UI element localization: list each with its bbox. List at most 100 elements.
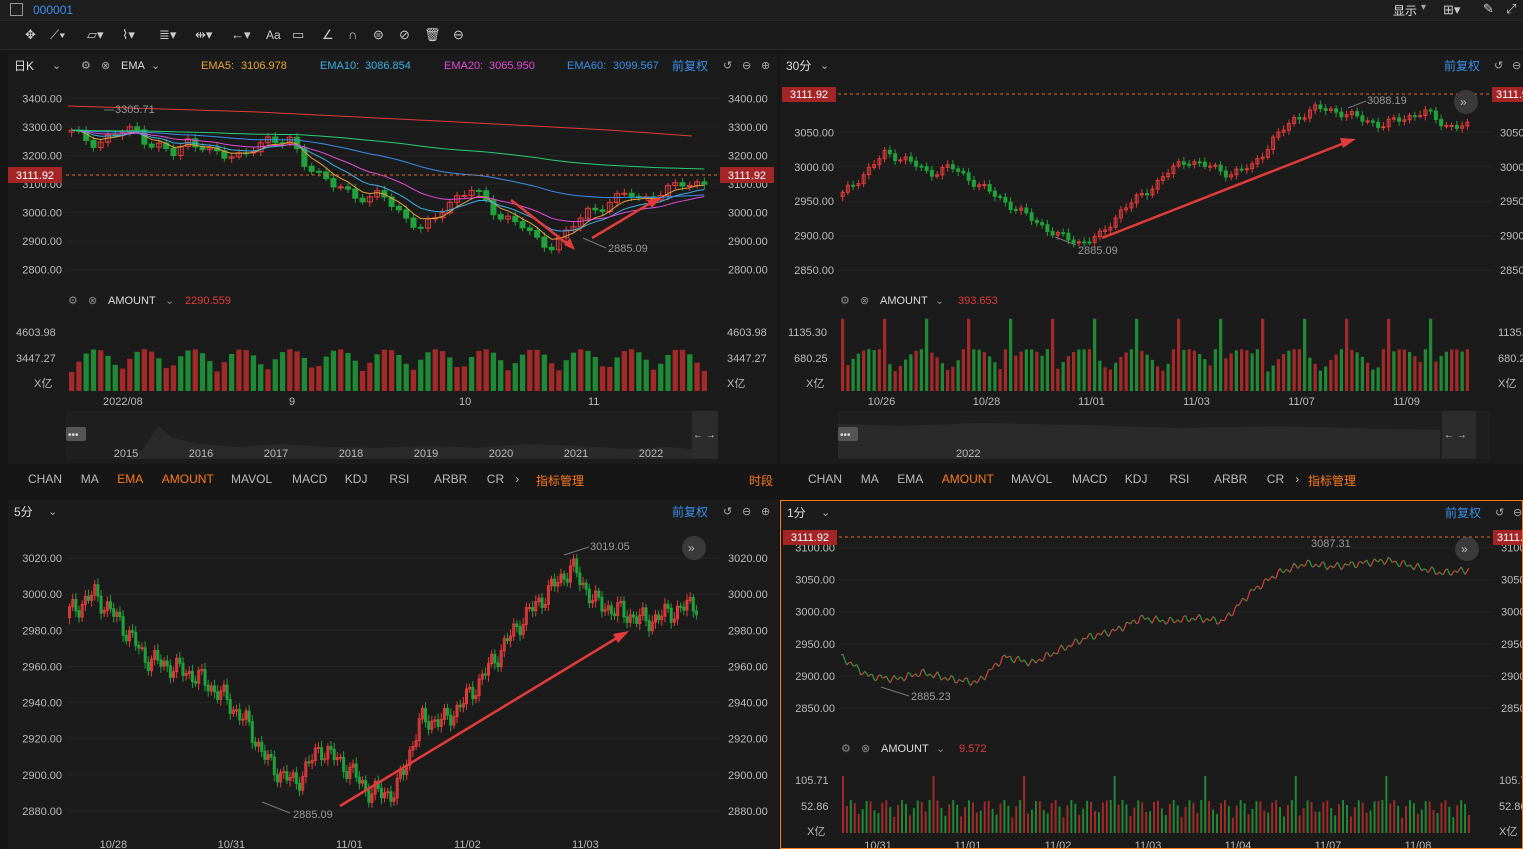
arrow-tool-icon[interactable]: ←▾ bbox=[231, 27, 251, 42]
minus-icon[interactable]: ⊖ bbox=[742, 506, 752, 518]
undo-icon[interactable]: ↺ bbox=[1494, 60, 1504, 72]
chevron-down-icon[interactable]: ⌄ bbox=[48, 506, 58, 518]
adjust-button[interactable]: 前复权 bbox=[672, 505, 709, 519]
tab-macd[interactable]: MACD bbox=[1072, 472, 1108, 486]
tab-kdj[interactable]: KDJ bbox=[1124, 472, 1148, 486]
high-label: 3087.31 bbox=[1311, 538, 1351, 550]
text-tool-icon[interactable]: Aa bbox=[266, 28, 281, 42]
candle bbox=[408, 749, 412, 767]
candle bbox=[679, 605, 683, 608]
tab-kdj[interactable]: KDJ bbox=[344, 472, 368, 486]
magnet-icon[interactable]: ∩ bbox=[348, 27, 358, 42]
tab-chan[interactable]: CHAN bbox=[808, 472, 843, 486]
line-tool-icon[interactable]: ⟋▾ bbox=[50, 27, 66, 42]
tab-rsi[interactable]: RSI bbox=[389, 472, 410, 486]
stock-code[interactable]: 000001 bbox=[33, 3, 74, 17]
undo-icon[interactable]: ↺ bbox=[723, 506, 733, 518]
channel-tool-icon[interactable]: ▱▾ bbox=[87, 27, 104, 42]
tab-ma[interactable]: MA bbox=[80, 472, 99, 486]
comment-icon[interactable]: ▭ bbox=[292, 27, 305, 42]
tab-macd[interactable]: MACD bbox=[292, 472, 328, 486]
chevron-down-icon[interactable]: ⌄ bbox=[821, 507, 831, 519]
tab-arbr[interactable]: ARBR bbox=[1214, 472, 1248, 486]
tab-amount[interactable]: AMOUNT bbox=[161, 472, 214, 486]
tab-manage-right[interactable]: 指标管理 bbox=[1308, 474, 1357, 488]
undo-icon[interactable]: ↺ bbox=[1495, 507, 1505, 519]
tab-amount[interactable]: AMOUNT bbox=[941, 472, 994, 486]
plus-icon[interactable]: ⊕ bbox=[761, 60, 771, 72]
wave-tool-icon[interactable]: ⌇▾ bbox=[122, 27, 135, 42]
layout-grid-icon[interactable]: ⊞▾ bbox=[1443, 2, 1461, 17]
settings-icon[interactable]: ⚙ bbox=[81, 60, 91, 72]
tab-chan[interactable]: CHAN bbox=[28, 472, 63, 486]
pencil-icon[interactable]: ✎ bbox=[1483, 1, 1494, 16]
minus-icon[interactable]: ⊖ bbox=[1513, 507, 1523, 519]
chevron-down-icon[interactable]: ⌄ bbox=[820, 60, 830, 72]
price-segment bbox=[1181, 616, 1185, 623]
volume-bar bbox=[845, 805, 848, 833]
period-selector[interactable]: 1分 bbox=[787, 506, 806, 520]
expand-icon-glyph: » bbox=[1460, 95, 1467, 109]
measure-tool-icon[interactable]: ⇹▾ bbox=[195, 27, 213, 42]
tab-mavol[interactable]: MAVOL bbox=[1011, 472, 1053, 486]
y-tick-label: 2900.00 bbox=[22, 236, 62, 248]
tab-rsi[interactable]: RSI bbox=[1169, 472, 1190, 486]
price-segment bbox=[1464, 571, 1468, 575]
undo-icon[interactable]: ↺ bbox=[723, 60, 733, 72]
min30-candles-svg[interactable]: 3050.00 3050.00 3000.00 3000.00 2950.00 2950.… bbox=[780, 54, 1523, 464]
tab-manage-left[interactable]: 指标管理 bbox=[536, 474, 585, 488]
tab-ema[interactable]: EMA bbox=[897, 472, 924, 486]
volume-bar bbox=[1360, 356, 1364, 391]
tab-arbr[interactable]: ARBR bbox=[434, 472, 468, 486]
candle bbox=[102, 609, 106, 614]
minus-icon[interactable]: ⊖ bbox=[742, 60, 752, 72]
volume-bar bbox=[987, 800, 990, 833]
fullscreen-icon[interactable]: ⤢ bbox=[1506, 1, 1517, 16]
tab-cr[interactable]: CR bbox=[486, 472, 505, 486]
lock-icon[interactable]: ⊜ bbox=[373, 27, 384, 42]
candle bbox=[1433, 110, 1438, 120]
ruler-icon[interactable]: ∠ bbox=[322, 27, 334, 42]
crosshair-icon[interactable]: ✥ bbox=[25, 27, 36, 42]
tab-mavol[interactable]: MAVOL bbox=[231, 472, 273, 486]
chevron-down-icon: ▾ bbox=[1421, 2, 1427, 13]
candle bbox=[1192, 161, 1197, 166]
plus-icon[interactable]: ⊕ bbox=[761, 506, 771, 518]
candle bbox=[1260, 156, 1265, 160]
tab-ema[interactable]: EMA bbox=[117, 472, 144, 486]
min1-line-svg[interactable]: 3100.00 3100.00 3050.00 3050.00 3000.00 3000.… bbox=[781, 501, 1522, 848]
hide-icon[interactable]: ⊘ bbox=[399, 27, 410, 42]
period-selector[interactable]: 日K bbox=[14, 59, 35, 73]
chevron-right-icon[interactable]: › bbox=[1295, 472, 1300, 486]
period-selector[interactable]: 30分 bbox=[786, 59, 812, 73]
ema-line bbox=[71, 129, 705, 223]
volume-bar bbox=[935, 357, 939, 391]
price-segment bbox=[1228, 612, 1232, 617]
adjust-button[interactable]: 前复权 bbox=[1445, 506, 1482, 520]
price-segment bbox=[1403, 560, 1407, 566]
close-icon[interactable]: ⊗ bbox=[101, 60, 111, 72]
chevron-down-icon[interactable]: ⌄ bbox=[151, 60, 161, 72]
trash-icon[interactable]: 🗑 bbox=[424, 27, 441, 42]
adjust-button[interactable]: 前复权 bbox=[672, 59, 709, 73]
tab-ma[interactable]: MA bbox=[860, 472, 879, 486]
minus-icon[interactable]: ⊖ bbox=[1512, 60, 1522, 72]
volume-bar bbox=[1314, 811, 1317, 833]
min5-candles-svg[interactable]: 3020.00 3020.00 3000.00 3000.00 2980.00 2980.… bbox=[8, 500, 778, 849]
daily-candles-svg[interactable]: 3400.00 3400.00 3300.00 3300.00 3200.00 3200.… bbox=[8, 54, 778, 464]
candle bbox=[599, 209, 606, 213]
tab-cr[interactable]: CR bbox=[1266, 472, 1285, 486]
period-selector[interactable]: 5分 bbox=[14, 505, 33, 519]
candle bbox=[982, 184, 987, 187]
chevron-right-icon[interactable]: › bbox=[515, 472, 520, 486]
chevron-down-icon[interactable]: ⌄ bbox=[52, 60, 62, 72]
fib-tool-icon[interactable]: ≣▾ bbox=[159, 27, 177, 42]
adjust-button[interactable]: 前复权 bbox=[1444, 59, 1481, 73]
tab-session[interactable]: 时段 bbox=[749, 474, 774, 488]
volume-bar bbox=[1263, 810, 1266, 833]
candle bbox=[603, 609, 607, 612]
window-checkbox-icon[interactable] bbox=[10, 3, 23, 16]
volume-bar bbox=[1345, 318, 1349, 391]
display-menu[interactable]: 显示 bbox=[1393, 4, 1418, 18]
link-icon[interactable]: ⊖ bbox=[453, 27, 464, 42]
